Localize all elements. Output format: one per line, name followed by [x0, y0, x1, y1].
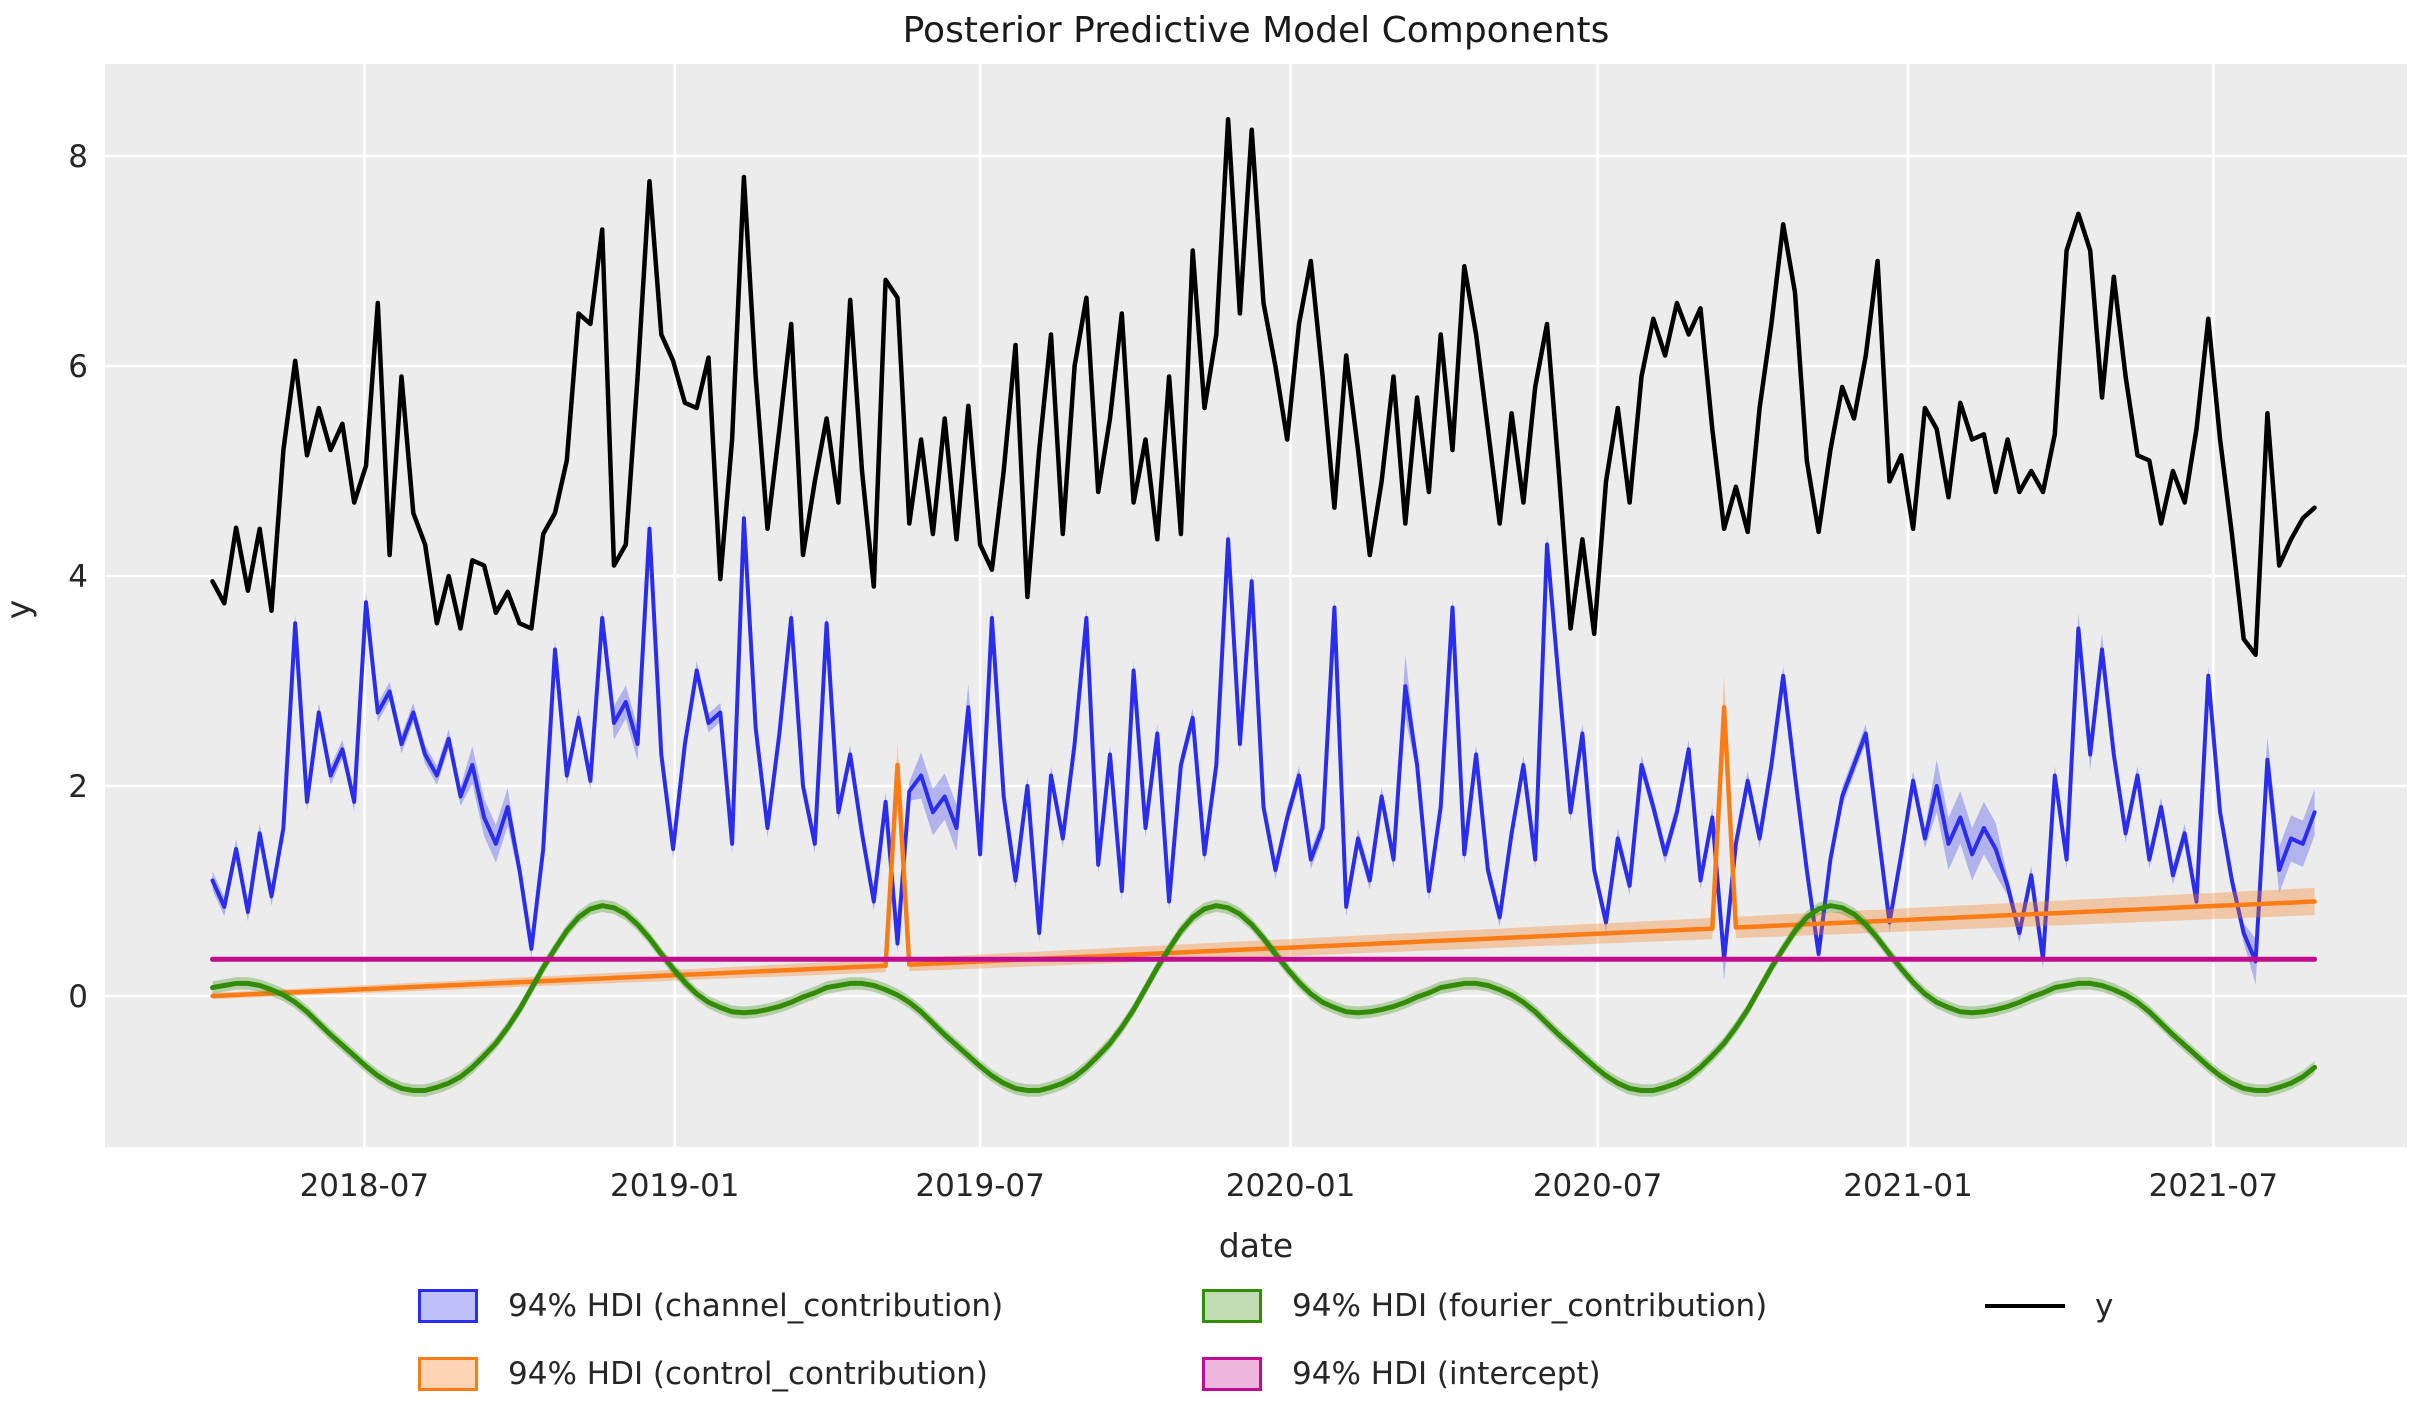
series-line-y	[210, 117, 2317, 658]
plot-area	[105, 64, 2407, 1147]
hdi-band-control_contribution	[212, 675, 2315, 1000]
chart-title: Posterior Predictive Model Components	[902, 10, 1610, 51]
x-tick-label: 2019-07	[915, 1168, 1045, 1204]
x-tick-label: 2020-07	[1533, 1168, 1663, 1204]
y-axis-label: y	[0, 599, 38, 620]
gridlines	[105, 64, 2407, 1147]
x-tick-label: 2019-01	[610, 1168, 740, 1204]
y-tick-label: 6	[68, 349, 88, 385]
x-tick-label: 2020-01	[1226, 1168, 1356, 1204]
x-axis-label: date	[1218, 1226, 1294, 1265]
y-tick-label: 8	[68, 139, 88, 175]
series-line-fourier_contribution	[210, 903, 2318, 1093]
x-tick-label: 2021-07	[2149, 1168, 2279, 1204]
y-tick-label: 2	[68, 769, 88, 805]
series-line-channel_contribution	[210, 516, 2317, 964]
series-line-control_contribution	[210, 705, 2317, 999]
y-tick-label: 4	[68, 559, 88, 595]
x-tick-label: 2018-07	[300, 1168, 430, 1204]
y-tick-label: 0	[68, 979, 88, 1015]
x-tick-label: 2021-01	[1843, 1168, 1973, 1204]
